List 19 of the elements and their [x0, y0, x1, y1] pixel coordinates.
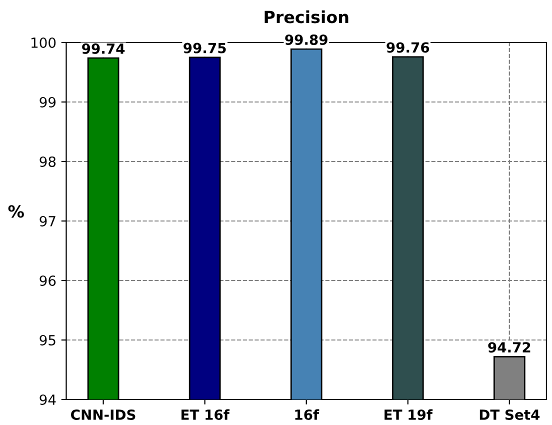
data-label: 99.89: [285, 34, 328, 45]
data-label: 99.74: [82, 43, 125, 54]
y-tick-label: 95: [40, 334, 56, 346]
y-tick-label: 96: [40, 275, 56, 286]
y-tick-label: 98: [40, 156, 56, 167]
y-tick-label: 97: [40, 216, 56, 226]
y-tick-label: 99: [40, 96, 56, 108]
x-tick-label: CNN-IDS: [71, 409, 136, 420]
data-label: 99.75: [184, 42, 226, 54]
x-tick-label: DT Set4: [480, 409, 540, 420]
data-label: 94.72: [488, 342, 530, 353]
y-axis-title: %: [8, 205, 24, 218]
x-tick-label: 16f: [295, 409, 320, 420]
x-tick-label: ET 16f: [182, 409, 230, 420]
y-tick-label: 94: [40, 394, 56, 405]
data-label: 99.76: [386, 42, 430, 53]
x-tick-label: ET 19f: [384, 409, 433, 420]
chart-title: Precision: [264, 10, 348, 24]
y-tick-label: 100: [32, 37, 56, 48]
